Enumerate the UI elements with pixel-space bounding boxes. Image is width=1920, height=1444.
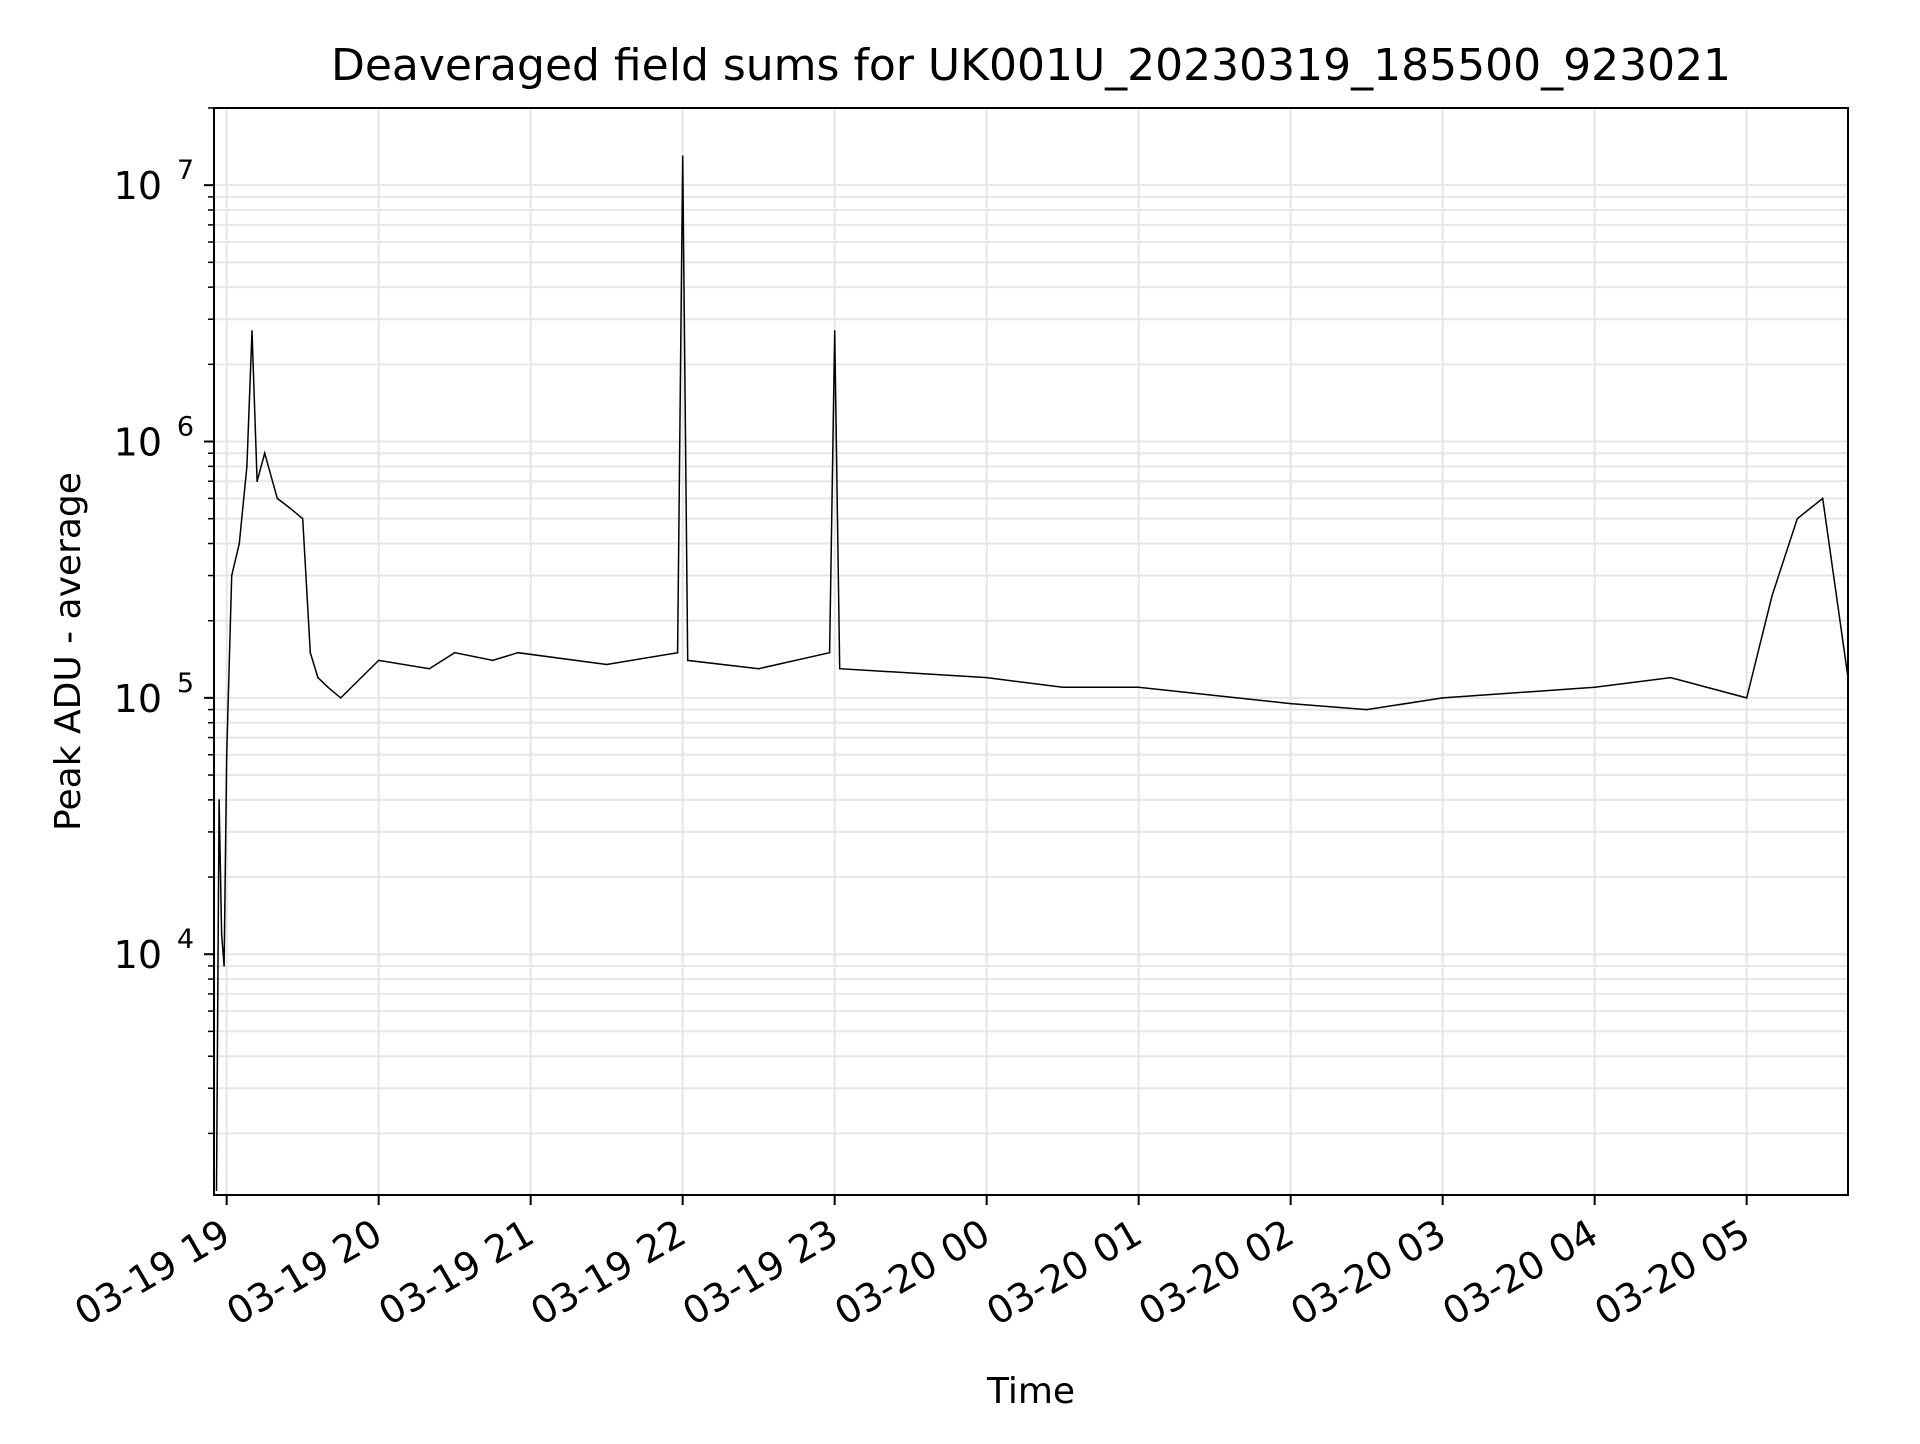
data-point (828, 651, 831, 654)
data-point (223, 965, 225, 967)
data-point (246, 465, 248, 468)
data-point (1593, 686, 1596, 689)
data-point (1771, 595, 1773, 597)
data-point (676, 651, 679, 654)
data-point (317, 676, 319, 679)
y-axis-label: Peak ADU - average (48, 472, 89, 831)
y-tick-label: 10 (114, 421, 162, 465)
data-point (251, 330, 253, 332)
data-point (686, 659, 689, 662)
data-point (453, 651, 456, 654)
data-point (757, 667, 760, 670)
data-point (517, 651, 519, 654)
plot-frame (213, 107, 1849, 1196)
x-tick-label: 03-19 22 (523, 1211, 693, 1335)
x-tick-label: 03-19 21 (371, 1211, 541, 1335)
data-point (1821, 497, 1824, 500)
data-point (215, 1189, 218, 1192)
x-tick-label: 03-19 23 (675, 1211, 845, 1335)
x-tick-label: 03-20 04 (1435, 1211, 1605, 1335)
data-point (309, 651, 312, 654)
data-point (301, 517, 304, 520)
y-tick-exponent: 5 (177, 668, 194, 699)
data-point (428, 667, 431, 670)
y-tick-label: 10 (114, 164, 162, 208)
x-tick-label: 03-19 19 (67, 1211, 237, 1335)
data-point (339, 697, 342, 699)
y-tick-exponent: 4 (177, 924, 194, 955)
data-point (1745, 697, 1748, 699)
x-axis-label: Time (986, 1371, 1075, 1412)
data-point (225, 753, 228, 756)
data-point (1061, 686, 1064, 689)
x-tick-label: 03-20 02 (1131, 1211, 1301, 1335)
data-point (1796, 517, 1799, 520)
data-point (276, 497, 279, 500)
data-point (230, 574, 233, 577)
data-point (220, 933, 223, 935)
data-point (838, 667, 841, 670)
data-point (1441, 697, 1444, 699)
data-point (833, 330, 836, 332)
data-point (263, 452, 266, 455)
y-tick-label: 10 (114, 933, 162, 977)
grid-layer (214, 107, 1848, 1195)
series-layer (215, 155, 1849, 1192)
x-tick-label: 03-20 03 (1283, 1211, 1453, 1335)
data-point (327, 686, 329, 689)
chart-title: Deaveraged field sums for UK001U_2023031… (331, 40, 1731, 91)
x-tick-label: 03-20 01 (979, 1211, 1149, 1335)
data-point (491, 659, 494, 662)
y-tick-exponent: 7 (177, 155, 194, 186)
data-point (289, 507, 291, 509)
x-tick-label: 03-19 20 (219, 1211, 389, 1335)
data-point (605, 663, 608, 666)
data-point (256, 480, 258, 483)
x-tick-label: 03-20 00 (827, 1211, 997, 1335)
y-tick-exponent: 6 (177, 412, 194, 443)
data-point (218, 799, 220, 801)
data-point (1289, 702, 1292, 705)
data-point (1137, 686, 1140, 689)
data-point (1669, 676, 1672, 679)
y-tick-label: 10 (114, 677, 162, 721)
data-point (238, 542, 241, 545)
data-point (681, 155, 684, 157)
data-point (1365, 708, 1368, 711)
data-point (985, 676, 988, 679)
x-tick-label: 03-20 05 (1587, 1211, 1757, 1335)
series-line (215, 155, 1849, 1191)
data-point (377, 659, 380, 662)
